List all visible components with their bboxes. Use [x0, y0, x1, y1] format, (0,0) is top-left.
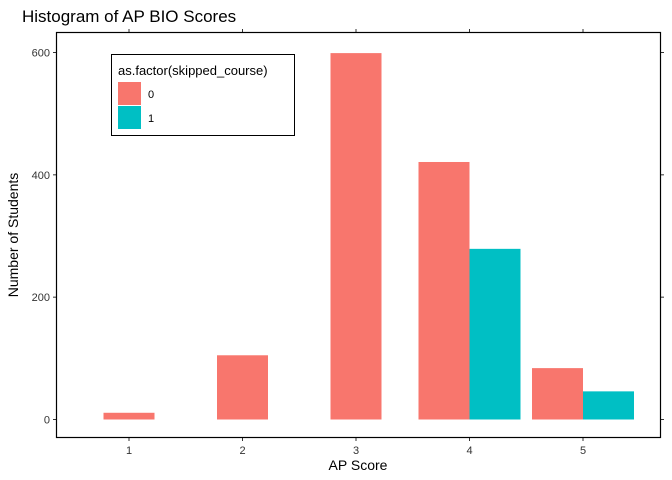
x-tick-label: 5	[580, 445, 586, 457]
y-tick-label: 400	[32, 170, 50, 182]
x-tick-label: 3	[353, 445, 359, 457]
bar-score-4-skipped-0	[418, 161, 470, 420]
x-axis-title: AP Score	[329, 457, 388, 473]
x-tick-label: 4	[466, 445, 472, 457]
y-axis-ticks: 0 200 400 600	[32, 48, 664, 427]
legend-key-0	[118, 82, 141, 105]
bar-score-4-skipped-1	[469, 248, 521, 420]
legend-box	[111, 54, 295, 136]
legend-label-0: 0	[148, 89, 154, 101]
bar-score-1-skipped-0	[103, 412, 155, 420]
legend-key-1	[118, 106, 141, 129]
y-tick-label: 0	[44, 415, 50, 427]
x-tick-label: 2	[239, 445, 245, 457]
bar-score-3-skipped-0	[330, 53, 382, 420]
plot-panel-border	[55, 31, 662, 439]
legend-title: as.factor(skipped_course)	[118, 63, 268, 78]
bar-score-5-skipped-1	[583, 391, 634, 420]
bar-score-5-skipped-0	[532, 368, 583, 420]
legend: as.factor(skipped_course) 0 1	[111, 54, 295, 136]
y-tick-label: 200	[32, 292, 50, 304]
bar-score-2-skipped-0	[217, 355, 268, 420]
bars-group	[103, 53, 634, 420]
legend-label-1: 1	[148, 113, 154, 125]
y-axis-title: Number of Students	[5, 173, 21, 298]
y-tick-label: 600	[32, 48, 50, 60]
x-tick-label: 1	[126, 445, 132, 457]
chart-title: Histogram of AP BIO Scores	[22, 7, 236, 26]
